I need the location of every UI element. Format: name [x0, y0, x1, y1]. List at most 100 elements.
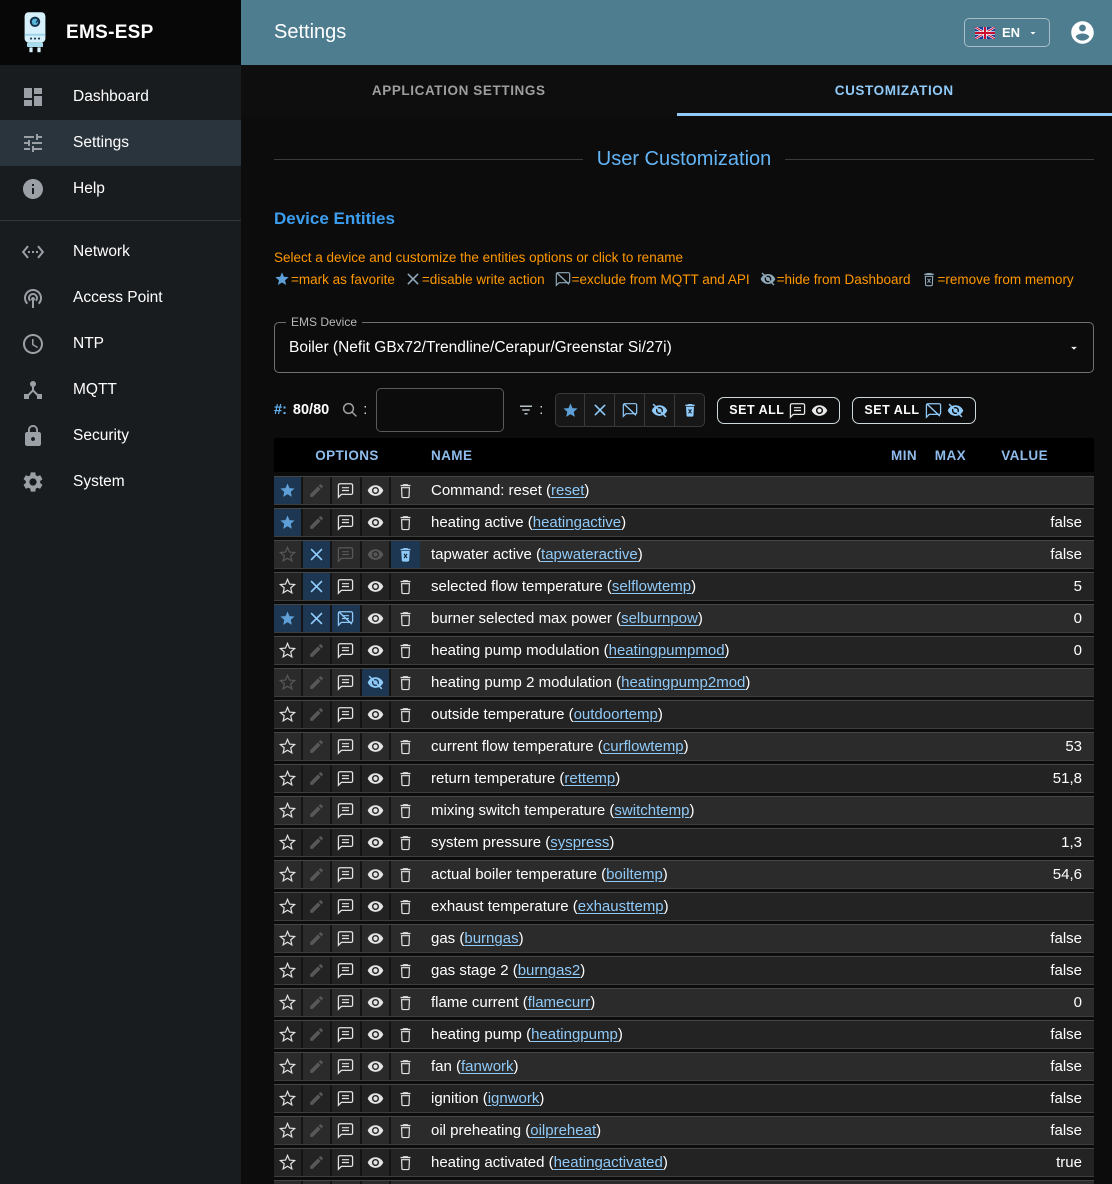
entity-shortname-link[interactable]: exhausttemp	[577, 898, 664, 915]
favorite-toggle[interactable]	[274, 669, 304, 696]
disable-write-toggle[interactable]	[303, 1085, 333, 1112]
account-button[interactable]	[1069, 19, 1096, 46]
entity-name[interactable]: current flow temperature (curflowtemp)	[431, 738, 689, 755]
disable-write-toggle[interactable]	[303, 989, 333, 1016]
favorite-toggle[interactable]	[274, 1085, 304, 1112]
sidebar-item-security[interactable]: Security	[0, 413, 241, 459]
entity-shortname-link[interactable]: outdoortemp	[573, 706, 658, 723]
hide-dashboard-toggle[interactable]	[362, 477, 391, 504]
favorite-toggle[interactable]	[274, 989, 304, 1016]
table-row[interactable]: return temperature (rettemp) 51,8	[274, 764, 1094, 793]
filter-mqtt-excluded-toggle[interactable]	[615, 393, 646, 427]
favorite-toggle[interactable]	[274, 573, 304, 600]
favorite-toggle[interactable]	[274, 701, 304, 728]
remove-memory-toggle[interactable]	[391, 765, 420, 792]
remove-memory-toggle[interactable]	[391, 1117, 420, 1144]
entity-shortname-link[interactable]: fanwork	[461, 1058, 514, 1075]
entity-name[interactable]: gas stage 2 (burngas2)	[431, 962, 586, 979]
favorite-toggle[interactable]	[274, 509, 304, 536]
filter-hidden-toggle[interactable]	[645, 393, 676, 427]
table-row[interactable]: actual boiler temperature (boiltemp) 54,…	[274, 860, 1094, 889]
hide-dashboard-toggle[interactable]	[362, 1181, 391, 1184]
entity-name[interactable]: tapwater active (tapwateractive)	[431, 546, 643, 563]
exclude-mqtt-toggle[interactable]	[332, 861, 362, 888]
exclude-mqtt-toggle[interactable]	[332, 733, 362, 760]
entity-name[interactable]: gas (burngas)	[431, 930, 524, 947]
disable-write-toggle[interactable]	[303, 1149, 333, 1176]
filter-removed-toggle[interactable]	[675, 393, 706, 427]
entity-name[interactable]: heating activated (heatingactivated)	[431, 1154, 668, 1171]
favorite-toggle[interactable]	[274, 765, 304, 792]
entity-name[interactable]: actual boiler temperature (boiltemp)	[431, 866, 668, 883]
disable-write-toggle[interactable]	[303, 829, 333, 856]
favorite-toggle[interactable]	[274, 605, 304, 632]
remove-memory-toggle[interactable]	[391, 925, 420, 952]
hide-dashboard-toggle[interactable]	[362, 605, 391, 632]
remove-memory-toggle[interactable]	[391, 477, 420, 504]
favorite-toggle[interactable]	[274, 1181, 304, 1184]
disable-write-toggle[interactable]	[303, 637, 333, 664]
remove-memory-toggle[interactable]	[391, 861, 420, 888]
favorite-toggle[interactable]	[274, 893, 304, 920]
entity-shortname-link[interactable]: switchtemp	[614, 802, 690, 819]
remove-memory-toggle[interactable]	[391, 1021, 420, 1048]
remove-memory-toggle[interactable]	[391, 509, 420, 536]
hide-dashboard-toggle[interactable]	[362, 925, 391, 952]
table-row[interactable]: Command: reset (reset)	[274, 476, 1094, 505]
hide-dashboard-toggle[interactable]	[362, 765, 391, 792]
favorite-toggle[interactable]	[274, 477, 304, 504]
entity-name[interactable]: heating pump 2 modulation (heatingpump2m…	[431, 674, 751, 691]
hide-dashboard-toggle[interactable]	[362, 573, 391, 600]
entity-shortname-link[interactable]: oilpreheat	[530, 1122, 597, 1139]
entity-shortname-link[interactable]: boiltemp	[606, 866, 663, 883]
exclude-mqtt-toggle[interactable]	[332, 605, 362, 632]
entity-name[interactable]: heating active (heatingactive)	[431, 514, 627, 531]
remove-memory-toggle[interactable]	[391, 573, 420, 600]
favorite-toggle[interactable]	[274, 1053, 304, 1080]
sidebar-item-settings[interactable]: Settings	[0, 120, 241, 166]
table-row[interactable]	[274, 1180, 1094, 1184]
disable-write-toggle[interactable]	[303, 861, 333, 888]
hide-dashboard-toggle[interactable]	[361, 669, 391, 696]
sidebar-item-dashboard[interactable]: Dashboard	[0, 74, 241, 120]
exclude-mqtt-toggle[interactable]	[332, 1149, 362, 1176]
entity-name[interactable]: heating pump modulation (heatingpumpmod)	[431, 642, 730, 659]
hide-dashboard-toggle[interactable]	[362, 701, 391, 728]
hide-dashboard-toggle[interactable]	[362, 637, 391, 664]
remove-memory-toggle[interactable]	[391, 701, 420, 728]
entity-shortname-link[interactable]: selflowtemp	[611, 578, 692, 595]
disable-write-toggle[interactable]	[303, 669, 333, 696]
entity-name[interactable]: mixing switch temperature (switchtemp)	[431, 802, 695, 819]
entity-name[interactable]: burner selected max power (selburnpow)	[431, 610, 703, 627]
entity-shortname-link[interactable]: tapwateractive	[541, 546, 638, 563]
exclude-mqtt-toggle[interactable]	[332, 669, 362, 696]
disable-write-toggle[interactable]	[303, 1181, 333, 1184]
entity-shortname-link[interactable]: selburnpow	[621, 610, 698, 627]
remove-memory-toggle[interactable]	[391, 733, 420, 760]
favorite-toggle[interactable]	[274, 541, 304, 568]
search-input[interactable]	[376, 388, 505, 432]
table-row[interactable]: gas stage 2 (burngas2) false	[274, 956, 1094, 985]
table-row[interactable]: fan (fanwork) false	[274, 1052, 1094, 1081]
table-row[interactable]: mixing switch temperature (switchtemp)	[274, 796, 1094, 825]
exclude-mqtt-toggle[interactable]	[332, 925, 362, 952]
exclude-mqtt-toggle[interactable]	[332, 1181, 362, 1184]
exclude-mqtt-toggle[interactable]	[332, 637, 362, 664]
entity-name[interactable]: fan (fanwork)	[431, 1058, 519, 1075]
filter-favorite-toggle[interactable]	[555, 393, 586, 427]
remove-memory-toggle[interactable]	[391, 957, 420, 984]
hide-dashboard-toggle[interactable]	[362, 893, 391, 920]
hide-dashboard-toggle[interactable]	[362, 829, 391, 856]
table-row[interactable]: tapwater active (tapwateractive) false	[274, 540, 1094, 569]
set-all-show-button[interactable]: SET ALL	[717, 396, 841, 424]
remove-memory-toggle[interactable]	[391, 829, 420, 856]
exclude-mqtt-toggle[interactable]	[332, 989, 362, 1016]
remove-memory-toggle[interactable]	[391, 893, 420, 920]
favorite-toggle[interactable]	[274, 925, 304, 952]
disable-write-toggle[interactable]	[303, 893, 333, 920]
favorite-toggle[interactable]	[274, 1117, 304, 1144]
filter-write-disabled-toggle[interactable]	[585, 393, 616, 427]
favorite-toggle[interactable]	[274, 797, 304, 824]
exclude-mqtt-toggle[interactable]	[332, 765, 362, 792]
disable-write-toggle[interactable]	[303, 509, 333, 536]
